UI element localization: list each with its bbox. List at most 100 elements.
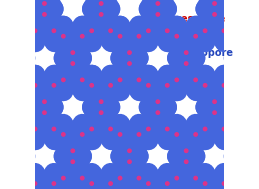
Circle shape <box>43 187 46 189</box>
Circle shape <box>166 127 169 131</box>
Circle shape <box>137 176 141 180</box>
Circle shape <box>24 133 27 136</box>
Circle shape <box>222 127 226 131</box>
Circle shape <box>62 176 65 180</box>
Circle shape <box>222 84 226 87</box>
Circle shape <box>100 24 103 27</box>
Circle shape <box>175 176 178 180</box>
Circle shape <box>213 13 216 16</box>
Circle shape <box>241 149 244 153</box>
Circle shape <box>184 160 188 163</box>
Circle shape <box>90 182 93 185</box>
Circle shape <box>137 78 141 82</box>
Circle shape <box>128 51 131 54</box>
Circle shape <box>175 133 178 136</box>
Circle shape <box>81 78 84 82</box>
Circle shape <box>99 100 103 103</box>
Circle shape <box>241 160 244 163</box>
Circle shape <box>43 111 46 114</box>
Circle shape <box>81 176 84 180</box>
Circle shape <box>147 29 150 33</box>
Circle shape <box>241 171 244 174</box>
Circle shape <box>128 40 131 43</box>
Circle shape <box>62 78 65 82</box>
Circle shape <box>15 160 18 163</box>
Circle shape <box>71 138 74 141</box>
Circle shape <box>24 176 27 180</box>
Circle shape <box>194 78 197 82</box>
Circle shape <box>15 73 18 76</box>
Circle shape <box>128 149 131 153</box>
Circle shape <box>232 133 235 136</box>
Circle shape <box>71 160 75 163</box>
Circle shape <box>100 89 103 92</box>
Circle shape <box>99 111 103 114</box>
Circle shape <box>62 35 65 38</box>
Circle shape <box>128 138 131 141</box>
Circle shape <box>15 149 18 153</box>
Circle shape <box>156 13 160 16</box>
Circle shape <box>52 84 56 87</box>
Circle shape <box>71 171 74 174</box>
Circle shape <box>156 2 160 5</box>
Circle shape <box>118 176 122 180</box>
Circle shape <box>100 122 103 125</box>
Circle shape <box>175 78 178 82</box>
Circle shape <box>184 149 188 153</box>
Circle shape <box>99 2 103 5</box>
Circle shape <box>137 35 141 38</box>
Circle shape <box>81 35 84 38</box>
Circle shape <box>109 84 112 87</box>
Circle shape <box>15 51 18 54</box>
Circle shape <box>156 122 159 125</box>
Circle shape <box>109 182 112 185</box>
Circle shape <box>71 62 75 65</box>
Circle shape <box>43 2 46 5</box>
Circle shape <box>128 73 131 76</box>
Circle shape <box>100 187 103 189</box>
Circle shape <box>71 40 74 43</box>
Circle shape <box>185 171 188 174</box>
Circle shape <box>15 62 18 65</box>
Circle shape <box>213 24 216 27</box>
Circle shape <box>15 40 18 43</box>
Circle shape <box>71 149 75 153</box>
Circle shape <box>175 35 178 38</box>
Circle shape <box>213 89 216 92</box>
Circle shape <box>156 100 160 103</box>
Circle shape <box>156 89 159 92</box>
Circle shape <box>52 29 56 33</box>
Circle shape <box>222 29 226 33</box>
Circle shape <box>128 171 131 174</box>
Circle shape <box>203 84 207 87</box>
Circle shape <box>203 127 207 131</box>
Circle shape <box>33 182 37 185</box>
Circle shape <box>213 111 216 114</box>
Circle shape <box>147 182 150 185</box>
Circle shape <box>33 127 37 131</box>
Circle shape <box>15 171 18 174</box>
Circle shape <box>203 182 207 185</box>
Circle shape <box>185 73 188 76</box>
Circle shape <box>166 29 169 33</box>
Circle shape <box>213 187 216 189</box>
Circle shape <box>147 84 150 87</box>
Circle shape <box>156 24 159 27</box>
Circle shape <box>52 127 56 131</box>
Circle shape <box>43 122 46 125</box>
Circle shape <box>241 51 244 54</box>
Circle shape <box>222 182 226 185</box>
Circle shape <box>156 187 159 189</box>
Circle shape <box>33 84 37 87</box>
Circle shape <box>71 73 74 76</box>
Circle shape <box>194 176 197 180</box>
Circle shape <box>213 2 216 5</box>
Circle shape <box>118 78 122 82</box>
Circle shape <box>213 100 216 103</box>
Circle shape <box>109 127 112 131</box>
Circle shape <box>241 62 244 65</box>
Circle shape <box>194 35 197 38</box>
Circle shape <box>241 73 244 76</box>
Circle shape <box>24 35 27 38</box>
Circle shape <box>71 51 75 54</box>
